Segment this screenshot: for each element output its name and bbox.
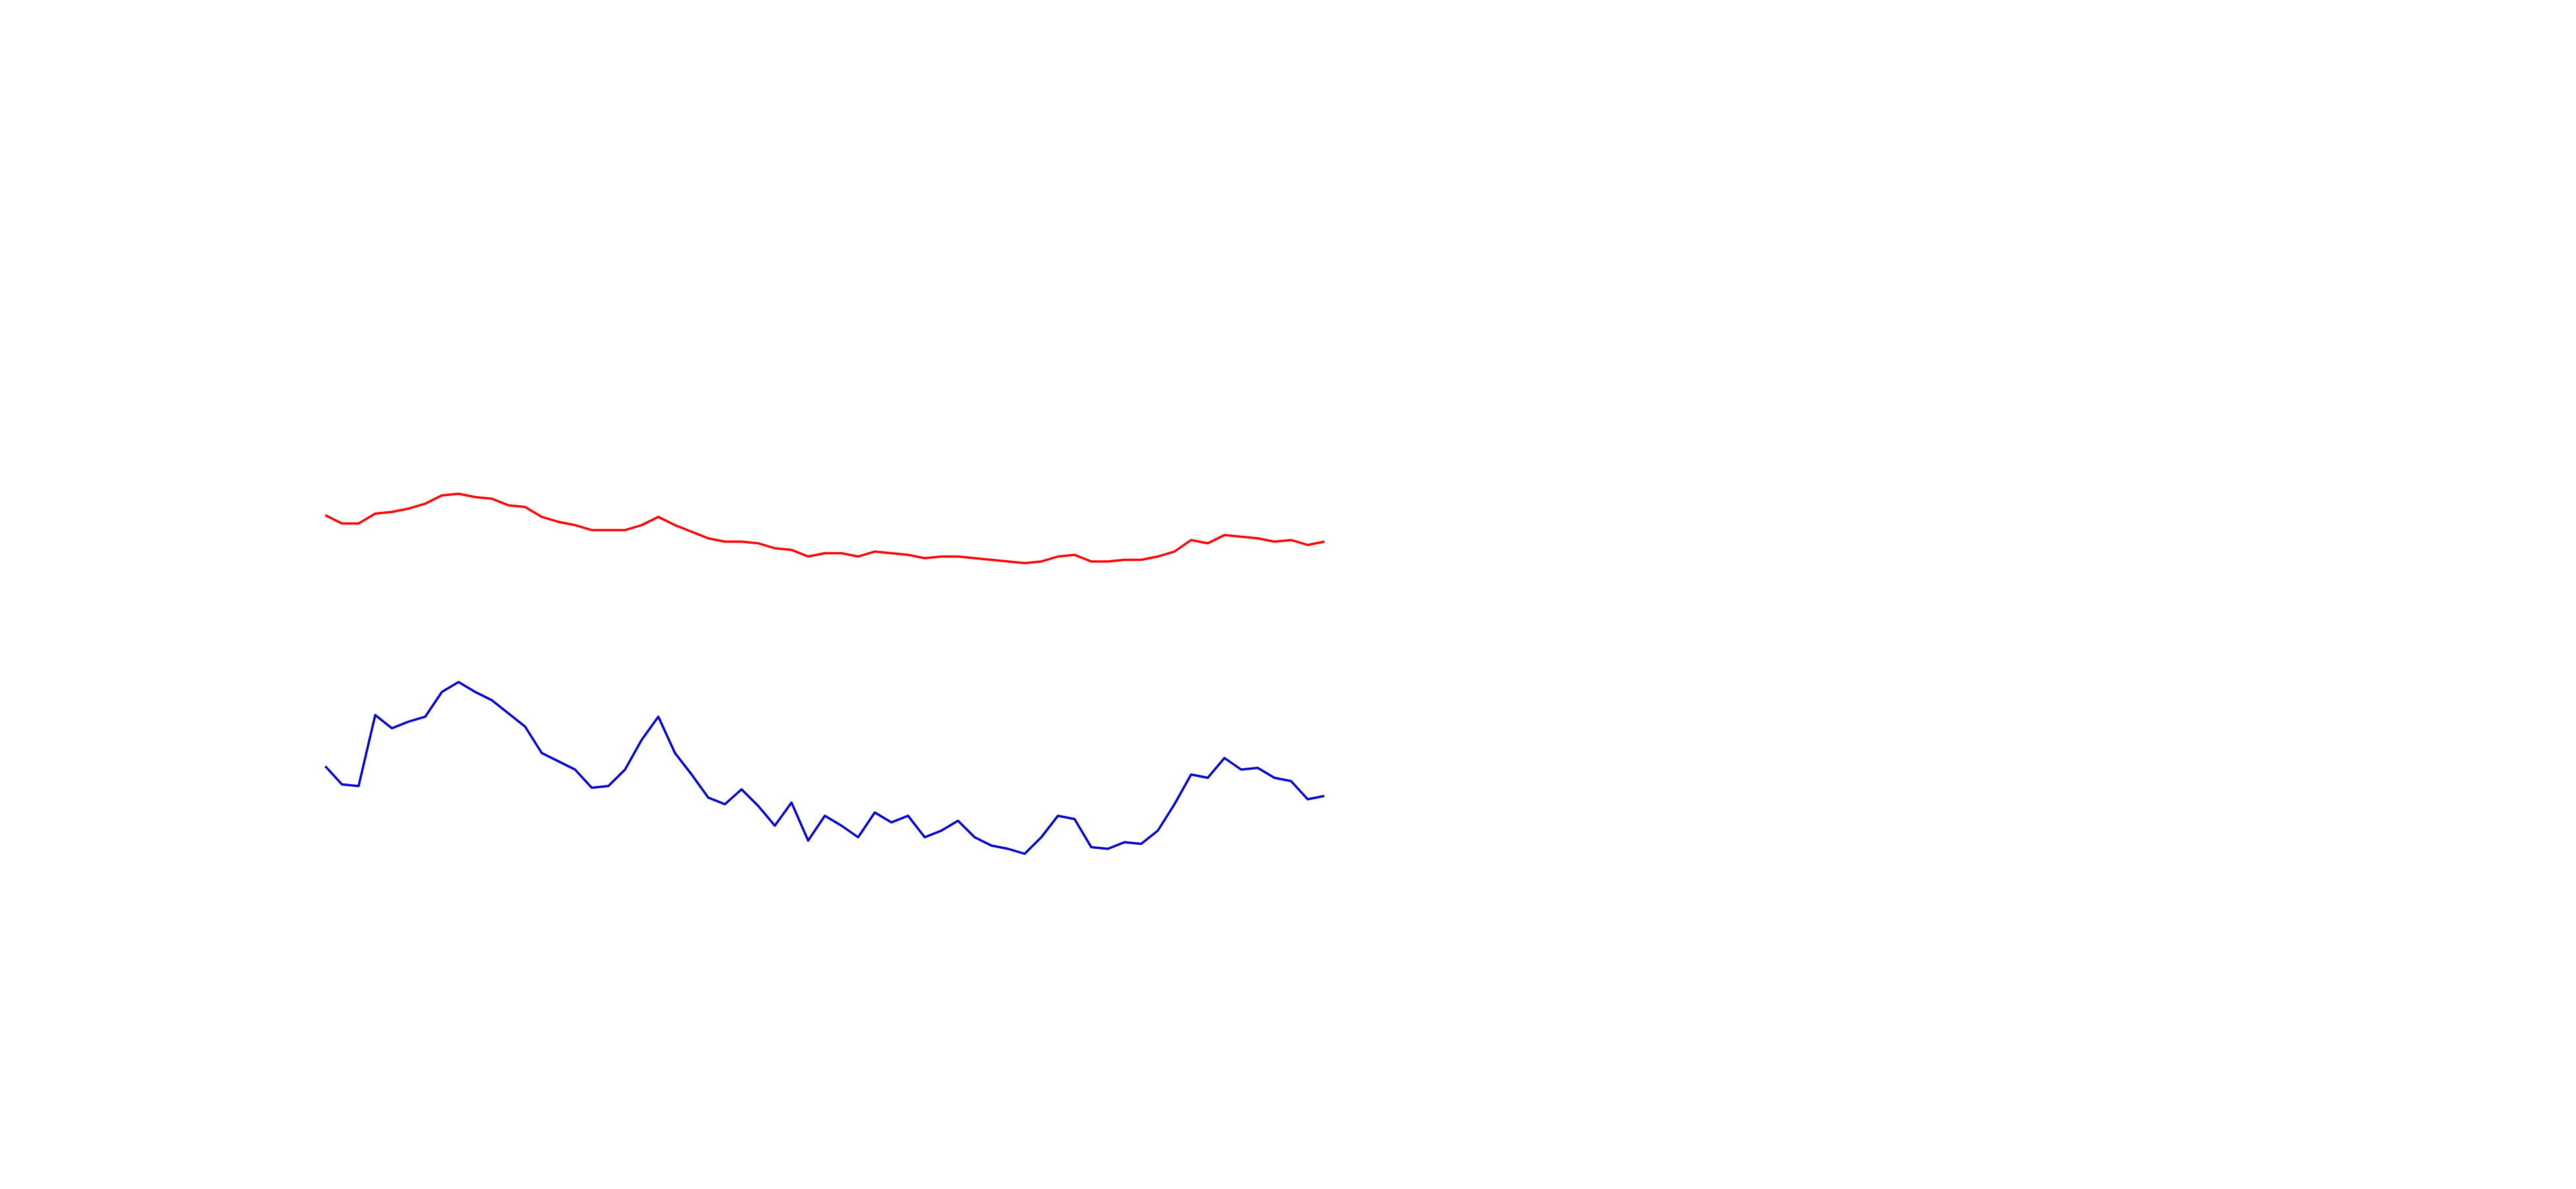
line-series [324,680,1325,855]
line-series [324,492,1325,565]
